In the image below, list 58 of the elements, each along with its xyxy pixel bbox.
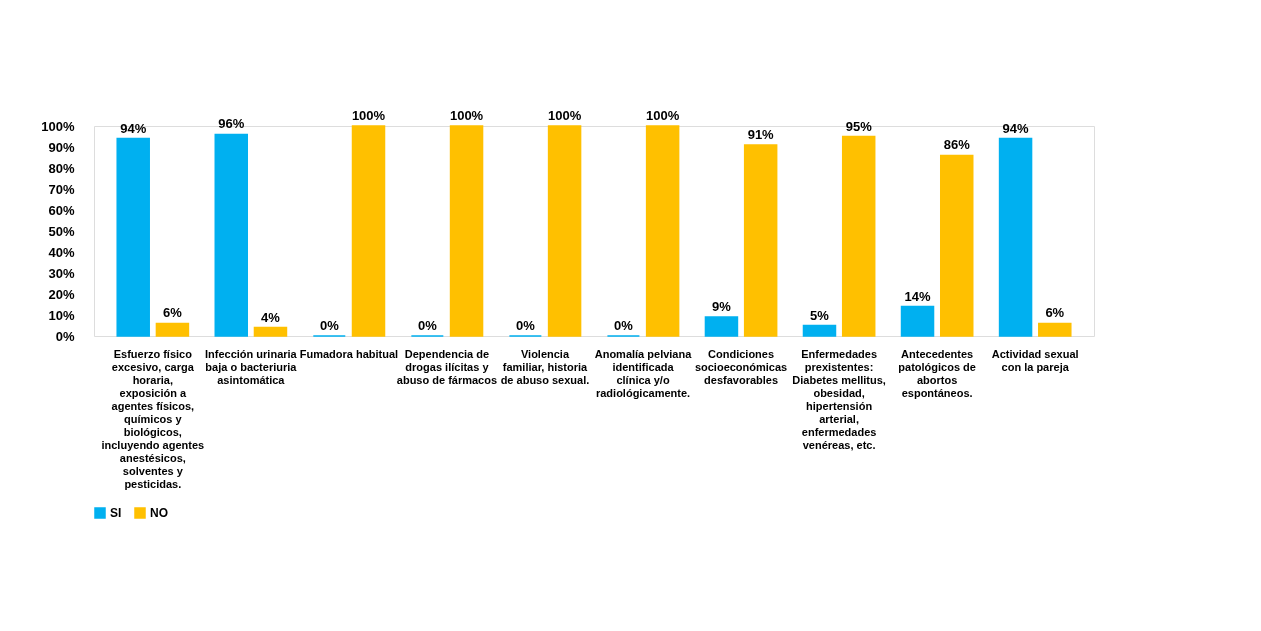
y-tick-label: 30% bbox=[48, 265, 75, 281]
y-tick-label: 20% bbox=[48, 286, 75, 302]
x-tick-label: Enfermedades prexistentes: Diabetes mellitus, obesidad, hipertensión arterial, enfermedades venéreas, etc. bbox=[792, 347, 886, 451]
data-label: 5% bbox=[810, 307, 830, 323]
data-label: 9% bbox=[712, 299, 732, 315]
bar bbox=[841, 135, 876, 337]
bar bbox=[1038, 322, 1072, 337]
x-tick-label: Anomalía pelviana identificada clínica y/o radiológicamente. bbox=[594, 347, 693, 399]
bar bbox=[802, 324, 837, 337]
data-label: 0% bbox=[614, 318, 634, 333]
y-tick-label: 50% bbox=[48, 223, 75, 239]
data-label: 4% bbox=[261, 309, 281, 325]
data-label: 6% bbox=[1045, 305, 1065, 321]
data-label: 94% bbox=[1002, 120, 1030, 136]
y-tick-label: 0% bbox=[55, 328, 75, 344]
data-label: 94% bbox=[120, 120, 147, 136]
data-label: 100% bbox=[646, 108, 680, 123]
bar bbox=[900, 305, 935, 337]
category-label: Esfuerzo físico excesivo, carga horaria, exposición a agentes físicos, químicos y biológicos, incluyendo agentes anestésicos, solventes y pesticidas. bbox=[101, 347, 205, 490]
bar bbox=[547, 125, 582, 337]
data-label: 100% bbox=[351, 108, 386, 123]
data-label: 100% bbox=[449, 108, 484, 123]
data-label: 86% bbox=[943, 137, 971, 153]
y-tick-label: 80% bbox=[48, 160, 75, 176]
bar bbox=[214, 133, 248, 337]
bar bbox=[155, 322, 190, 337]
bar bbox=[351, 125, 386, 337]
bar bbox=[704, 316, 739, 337]
data-label: 0% bbox=[319, 318, 340, 333]
y-tick-label: 60% bbox=[48, 202, 75, 218]
x-tick-label: Actividad sexual con la pareja bbox=[991, 347, 1079, 373]
y-tick-label: 40% bbox=[48, 244, 75, 260]
data-label: 6% bbox=[163, 305, 183, 321]
x-tick-label: Condiciones socioeconómicas desfavorables bbox=[694, 347, 788, 386]
y-tick-label: 100% bbox=[41, 118, 75, 134]
y-tick-label: 70% bbox=[48, 181, 75, 197]
data-label: 95% bbox=[845, 118, 873, 134]
y-tick-label: 10% bbox=[48, 307, 75, 323]
bar bbox=[645, 125, 680, 337]
bar bbox=[116, 137, 150, 337]
x-tick-label: Violencia familiar, historia de abuso sexual. bbox=[500, 347, 590, 386]
data-label: 14% bbox=[904, 288, 931, 304]
legend-label: NO bbox=[150, 506, 168, 520]
data-label: 0% bbox=[417, 318, 438, 333]
bar bbox=[253, 326, 288, 337]
x-tick-label: Infección urinaria baja o bacteriuria asintomática bbox=[205, 347, 298, 386]
bar bbox=[449, 125, 484, 337]
x-tick-label: Antecedentes patológicos de abortos espontáneos. bbox=[898, 347, 976, 399]
data-label: 0% bbox=[515, 318, 536, 333]
data-label: 96% bbox=[218, 116, 245, 132]
data-label: 91% bbox=[747, 126, 775, 142]
bar bbox=[743, 144, 778, 337]
y-tick-label: 90% bbox=[48, 139, 75, 155]
data-label: 100% bbox=[547, 108, 582, 123]
bar bbox=[940, 154, 974, 337]
bar bbox=[998, 137, 1033, 337]
x-tick-label: Fumadora habitual bbox=[299, 347, 399, 360]
legend-label: SI bbox=[110, 506, 122, 520]
